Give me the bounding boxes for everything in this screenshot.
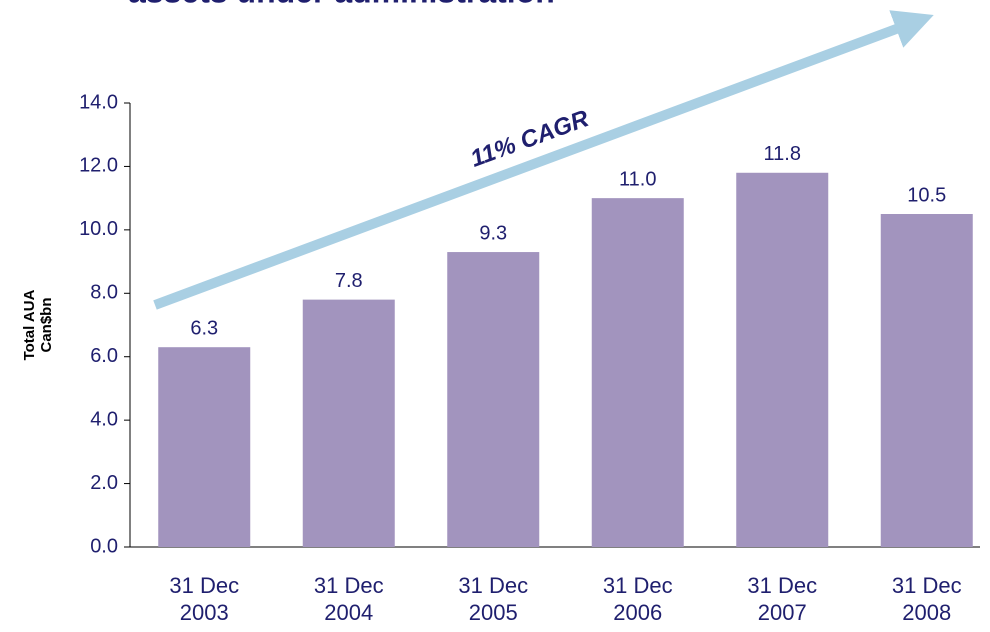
bar bbox=[158, 347, 251, 547]
value-label: 9.3 bbox=[479, 222, 507, 244]
bar bbox=[302, 299, 395, 547]
x-tick-label: 31 Dec 2007 bbox=[747, 573, 818, 625]
y-tick-label: 4.0 bbox=[90, 408, 118, 430]
value-label: 7.8 bbox=[335, 270, 363, 292]
y-tick-label: 8.0 bbox=[90, 282, 118, 304]
x-tick-label: 31 Dec 2004 bbox=[313, 573, 384, 625]
y-axis-label: Total AUA bbox=[21, 289, 38, 360]
y-tick-label: 6.0 bbox=[90, 345, 118, 367]
bar bbox=[447, 252, 540, 548]
value-label: 11.8 bbox=[764, 143, 801, 165]
y-tick-label: 10.0 bbox=[79, 218, 118, 240]
y-tick-label: 12.0 bbox=[79, 155, 118, 177]
x-tick-label: 31 Dec 2006 bbox=[602, 573, 673, 625]
bar bbox=[880, 214, 973, 547]
y-tick-label: 0.0 bbox=[90, 535, 118, 557]
value-label: 6.3 bbox=[190, 317, 218, 339]
trend-arrow bbox=[153, 10, 934, 310]
x-tick-label: 31 Dec 2003 bbox=[169, 573, 240, 625]
value-label: 10.5 bbox=[907, 184, 946, 206]
bar bbox=[591, 198, 684, 547]
x-tick-label: 31 Dec 2005 bbox=[458, 573, 529, 625]
y-axis-label: Can$bn bbox=[38, 297, 55, 352]
y-tick-label: 14.0 bbox=[79, 91, 118, 113]
x-tick-label: 31 Dec 2008 bbox=[891, 573, 962, 625]
y-tick-label: 2.0 bbox=[90, 472, 118, 494]
value-label: 11.0 bbox=[619, 168, 656, 190]
chart-title: assets under administration bbox=[128, 0, 555, 9]
bar bbox=[736, 172, 829, 547]
